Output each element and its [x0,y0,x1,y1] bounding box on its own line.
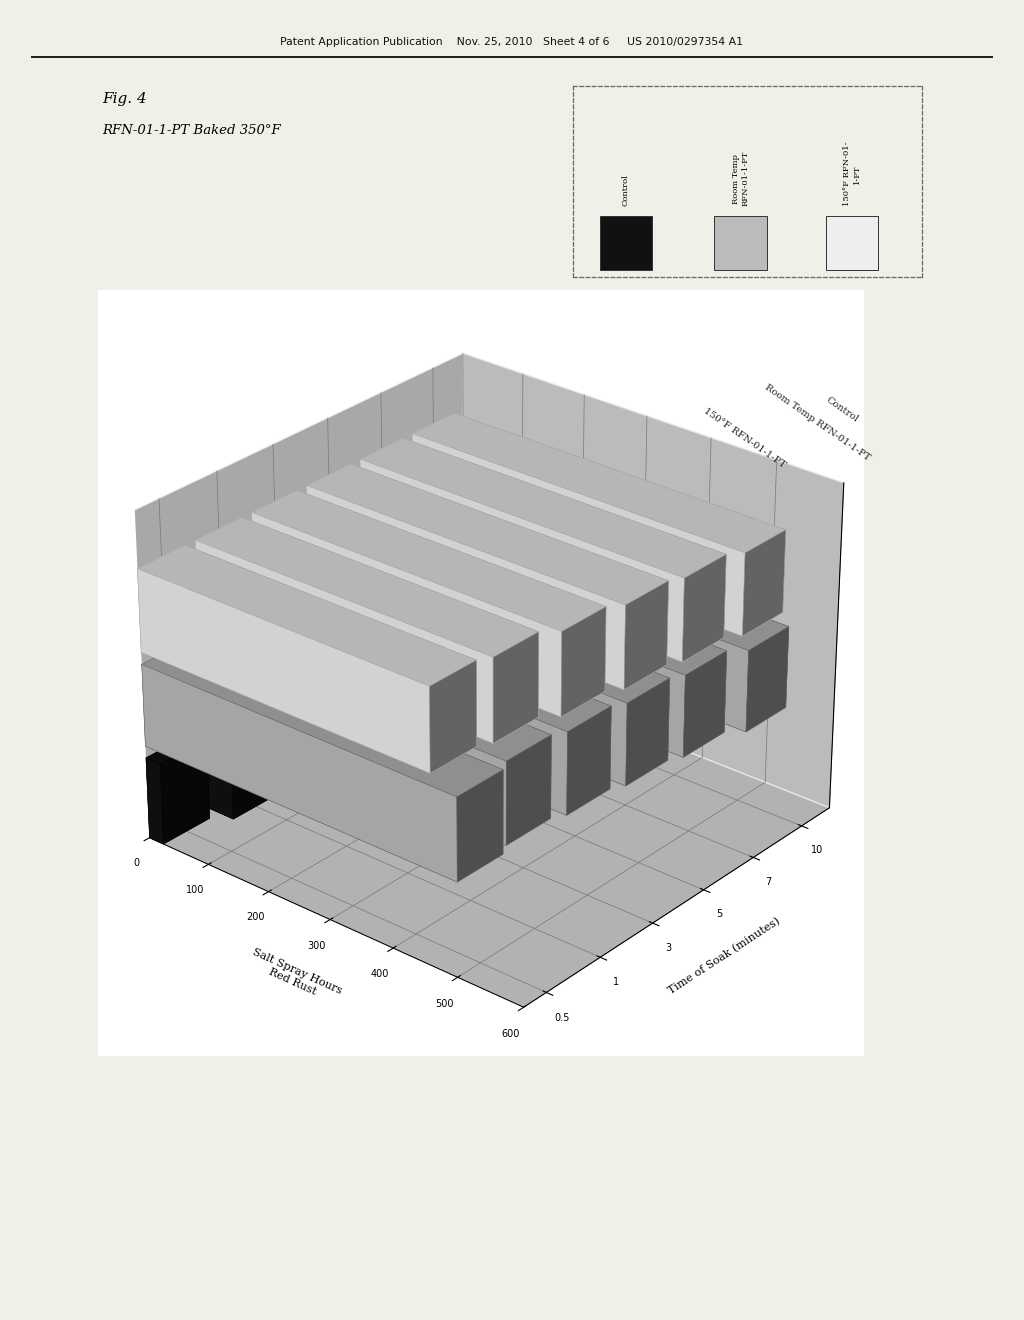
Text: Room Temp
RFN-01-1-PT: Room Temp RFN-01-1-PT [732,150,750,206]
Text: Control: Control [622,174,630,206]
X-axis label: Salt Spray Hours
Red Rust: Salt Spray Hours Red Rust [246,946,343,1006]
Text: Room Temp RFN-01-1-PT: Room Temp RFN-01-1-PT [763,383,871,462]
Text: Patent Application Publication    Nov. 25, 2010   Sheet 4 of 6     US 2010/02973: Patent Application Publication Nov. 25, … [281,37,743,48]
Y-axis label: Time of Soak (minutes): Time of Soak (minutes) [667,916,782,997]
Text: Fig. 4: Fig. 4 [102,92,147,107]
Bar [826,216,879,269]
Text: 150°F RFN-01-1-PT: 150°F RFN-01-1-PT [701,407,786,470]
Bar [600,216,652,269]
Text: RFN-01-1-PT Baked 350°F: RFN-01-1-PT Baked 350°F [102,124,282,137]
Text: Control: Control [824,395,860,424]
Text: 150°F RFN-01-
1-PT: 150°F RFN-01- 1-PT [844,141,860,206]
Bar [715,216,767,269]
